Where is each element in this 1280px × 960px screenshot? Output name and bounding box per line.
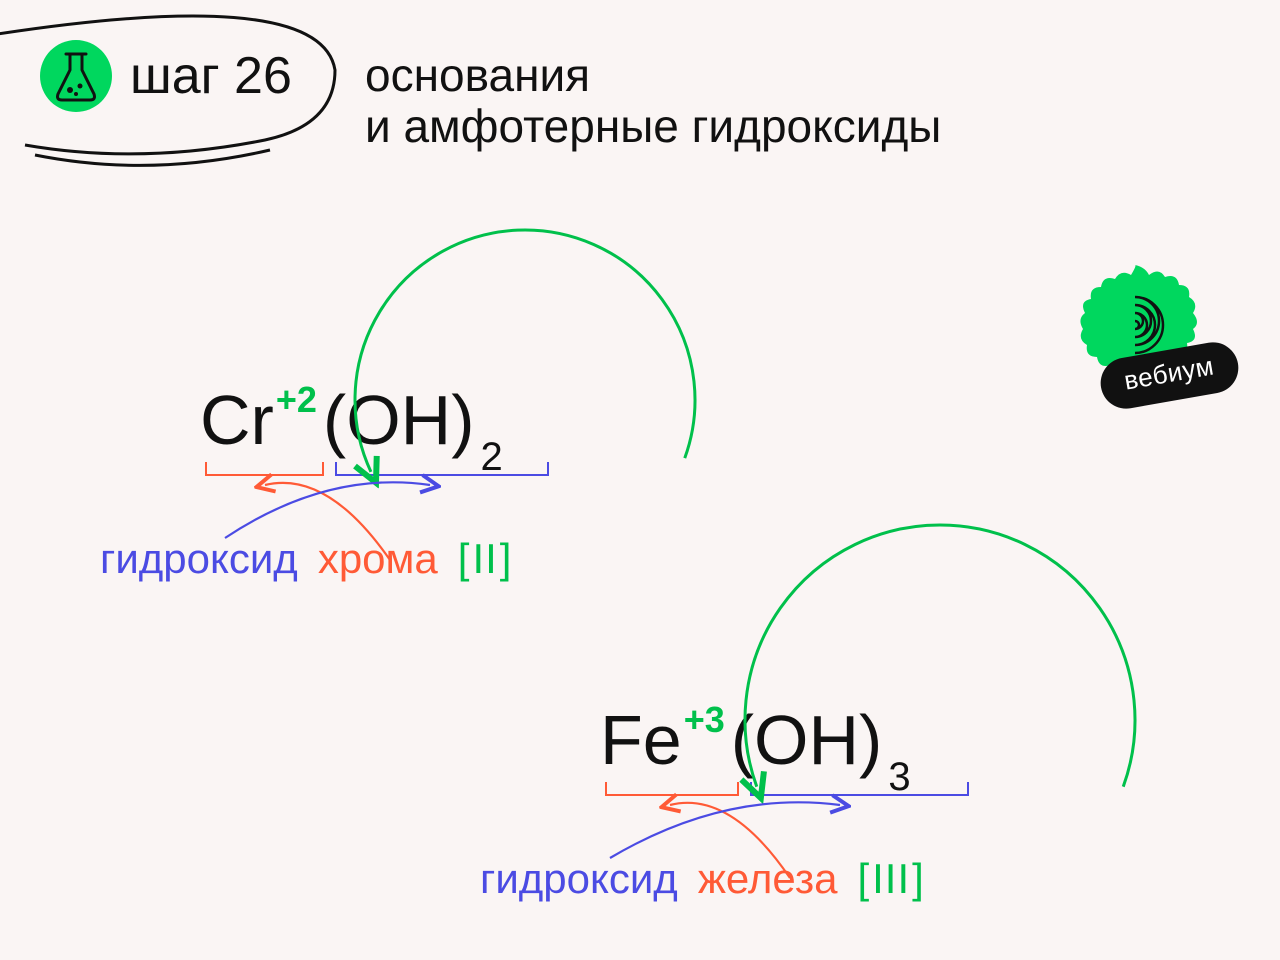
formula-fe: Fe+3(OH)3 <box>600 700 911 780</box>
pointer-arrow <box>225 482 430 538</box>
element-symbol: Cr <box>200 381 274 459</box>
label-element: железа <box>698 855 838 903</box>
hydroxide-group: (OH) <box>323 381 475 459</box>
bracket-element <box>605 782 739 796</box>
label-roman: II <box>458 535 513 583</box>
flask-icon <box>40 40 112 112</box>
hydroxide-group: (OH) <box>731 701 883 779</box>
brand-logo: вебиум <box>1070 260 1200 390</box>
compound-name-fe: гидроксид железа III <box>480 855 925 903</box>
formula-cr: Cr+2(OH)2 <box>200 380 503 460</box>
step-badge: шаг 26 <box>40 40 292 112</box>
label-roman: III <box>857 855 924 903</box>
bracket-hydroxide <box>750 782 969 796</box>
title-line2: и амфотерные гидроксиды <box>365 101 941 152</box>
compound-name-cr: гидроксид хрома II <box>100 535 512 583</box>
bracket-hydroxide <box>335 462 549 476</box>
step-label: шаг 26 <box>130 46 292 106</box>
oxidation-state: +2 <box>276 379 317 420</box>
title-line1: основания <box>365 50 941 101</box>
label-hydroxide: гидроксид <box>480 855 678 903</box>
label-hydroxide: гидроксид <box>100 535 298 583</box>
element-symbol: Fe <box>600 701 682 779</box>
oxidation-state: +3 <box>684 699 725 740</box>
page-title: основания и амфотерные гидроксиды <box>365 50 941 151</box>
pointer-arrow <box>610 802 840 858</box>
label-element: хрома <box>318 535 438 583</box>
bracket-element <box>205 462 324 476</box>
